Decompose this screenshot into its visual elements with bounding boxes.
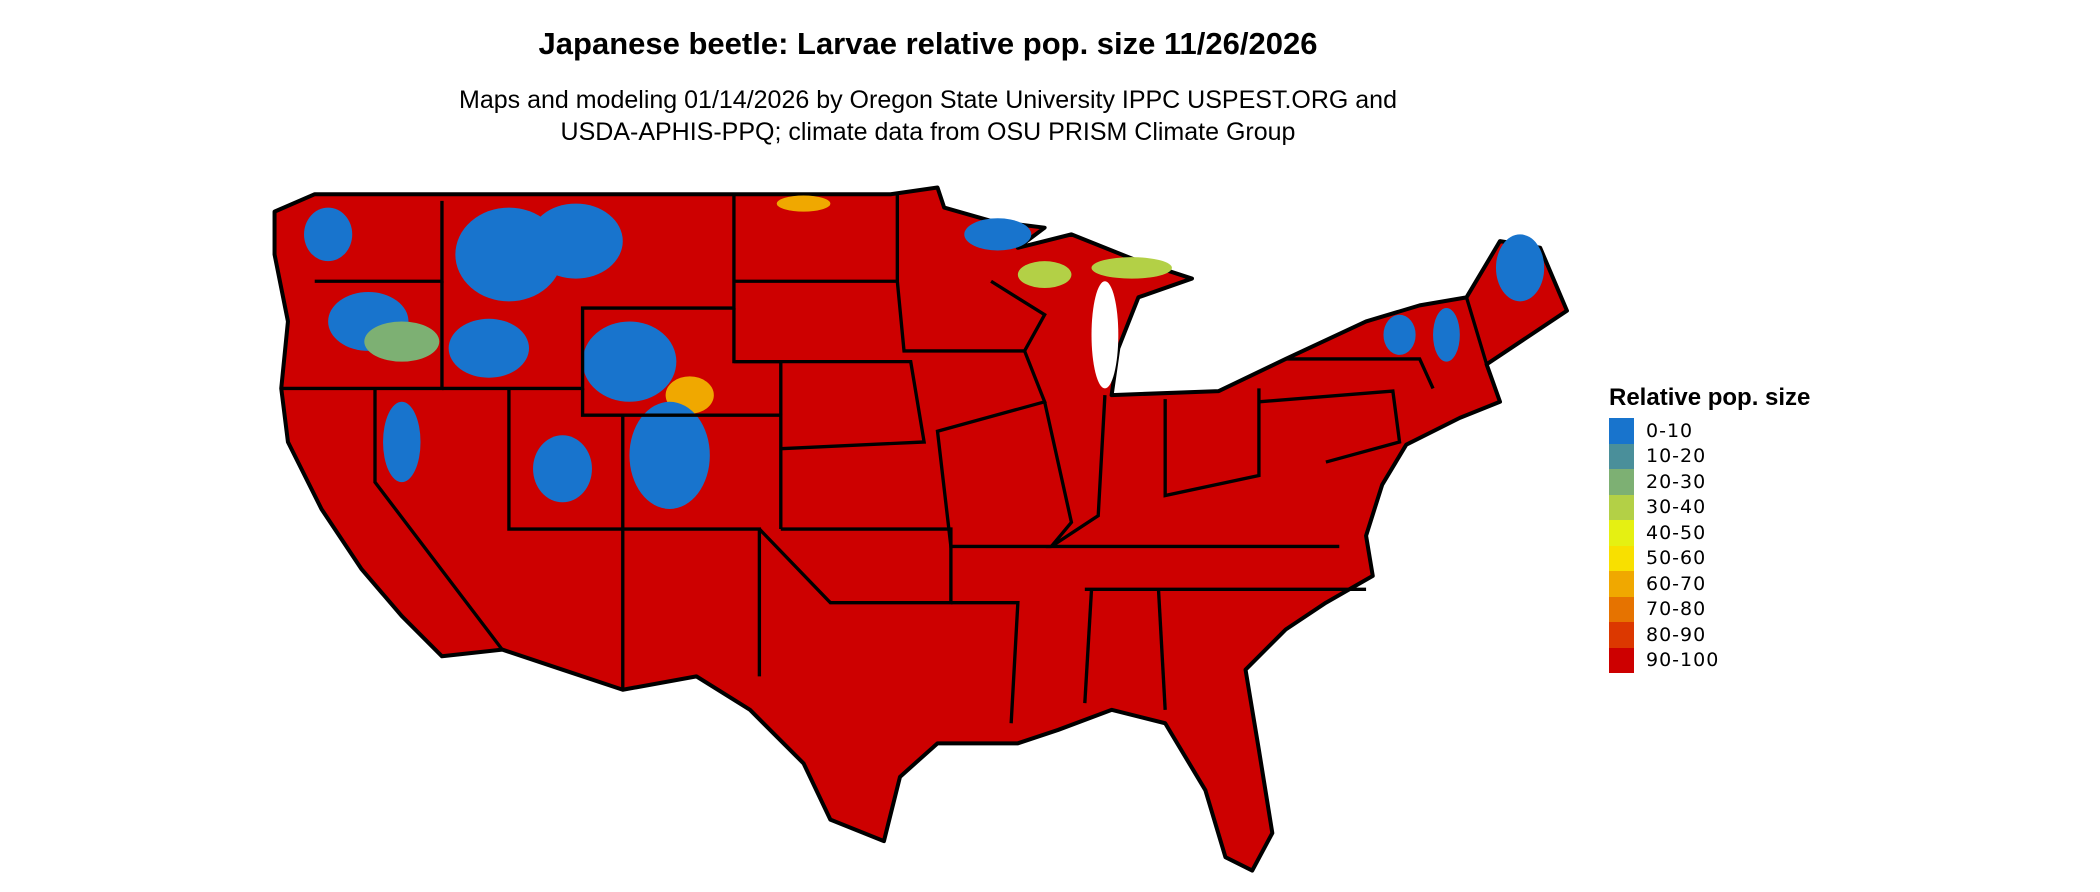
legend-item: 80-90 [1609,622,1810,648]
legend-item: 50-60 [1609,545,1810,571]
legend-item: 90-100 [1609,647,1810,673]
map-subtitle: Maps and modeling 01/14/2026 by Oregon S… [0,84,1856,148]
legend-swatch [1609,622,1634,648]
legend-label: 60-70 [1646,572,1707,595]
legend-label: 50-60 [1646,547,1707,570]
legend-swatch [1609,647,1634,673]
legend-swatch [1609,418,1634,444]
legend-item: 0-10 [1609,418,1810,444]
legend-title: Relative pop. size [1609,384,1811,411]
legend-swatch [1609,596,1634,622]
legend-swatch [1609,443,1634,469]
legend-label: 80-90 [1646,623,1707,646]
subtitle-line-1: Maps and modeling 01/14/2026 by Oregon S… [459,86,1397,114]
legend-label: 10-20 [1646,445,1707,468]
us-land-area [272,185,1569,873]
legend-label: 40-50 [1646,521,1707,544]
legend-swatch [1609,494,1634,520]
legend-swatch [1609,469,1634,495]
legend-label: 30-40 [1646,496,1707,519]
legend-swatch [1609,520,1634,546]
legend-label: 90-100 [1646,649,1720,672]
legend-item: 20-30 [1609,469,1810,495]
state-borders [281,194,1489,724]
subtitle-line-2: USDA-APHIS-PPQ; climate data from OSU PR… [560,118,1296,146]
legend-label: 20-30 [1646,470,1707,493]
legend-item: 70-80 [1609,596,1810,622]
map-title: Japanese beetle: Larvae relative pop. si… [538,26,1318,61]
legend-item: 60-70 [1609,571,1810,597]
legend-item: 30-40 [1609,494,1810,520]
legend: Relative pop. size 0-10 10-20 20-30 30-40 40… [1609,384,1810,673]
low-population-patches [304,195,1545,509]
legend-swatch [1609,545,1634,571]
legend-item: 10-20 [1609,443,1810,469]
legend-swatch [1609,571,1634,597]
legend-label: 0-10 [1646,419,1694,442]
legend-item: 40-50 [1609,520,1810,546]
legend-label: 70-80 [1646,598,1707,621]
